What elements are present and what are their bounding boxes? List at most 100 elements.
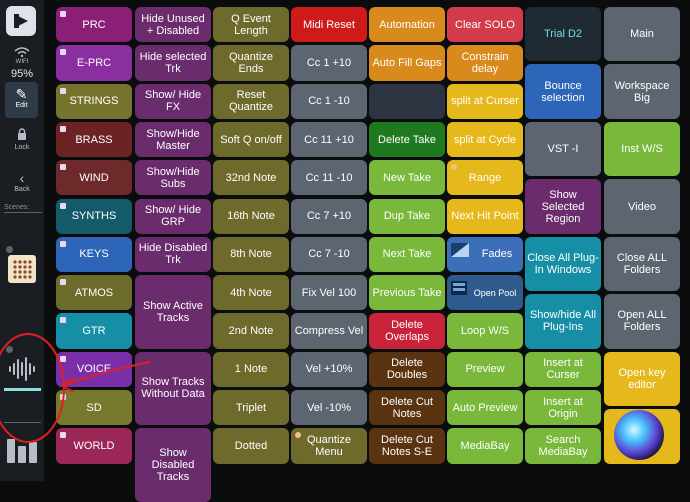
show-hide-fx-button[interactable]: Show/ Hide FX xyxy=(135,83,211,119)
vel-10-button[interactable]: Vel +10% xyxy=(291,351,367,387)
clear-solo-button[interactable]: Clear SOLO xyxy=(447,7,523,43)
split-at-curser-button[interactable]: split at Curser xyxy=(447,83,523,119)
automation-button[interactable]: Automation xyxy=(369,7,445,43)
show-hide-master-button[interactable]: Show/Hide Master xyxy=(135,121,211,158)
show-disabled-tracks-button[interactable]: Show Disabled Tracks xyxy=(135,428,211,502)
workspace-big-button[interactable]: Workspace Big xyxy=(604,64,680,119)
soft-q-on-off-button[interactable]: Soft Q on/off xyxy=(213,121,289,158)
32nd-note-button[interactable]: 32nd Note xyxy=(213,160,289,196)
insert-at-curser-button[interactable]: Insert at Curser xyxy=(525,351,601,387)
button-label: Auto Preview xyxy=(452,401,518,414)
open-key-editor-button[interactable]: Open key editor xyxy=(604,351,680,407)
fades-button[interactable]: Fades xyxy=(447,236,523,273)
8th-note-button[interactable]: 8th Note xyxy=(213,236,289,273)
bounce-selection-button[interactable]: Bounce selection xyxy=(525,64,601,119)
cc-7-10-button[interactable]: Cc 7 +10 xyxy=(291,198,367,234)
cc-1-10-button[interactable]: Cc 1 -10 xyxy=(291,83,367,119)
auto-preview-button[interactable]: Auto Preview xyxy=(447,390,523,426)
button-label: Compress Vel xyxy=(294,325,364,338)
auto-fill-gaps-button[interactable]: Auto Fill Gaps xyxy=(369,45,445,81)
edit-button[interactable]: ✎ Edit xyxy=(5,82,38,118)
show-hide-grp-button[interactable]: Show/ Hide GRP xyxy=(135,198,211,234)
sd-button[interactable]: SD xyxy=(56,390,132,426)
keys-button[interactable]: KEYS xyxy=(56,236,132,273)
cc-11-10-button[interactable]: Cc 11 -10 xyxy=(291,160,367,196)
delete-overlaps-button[interactable]: Delete Overlaps xyxy=(369,313,445,349)
fix-vel-100-button[interactable]: Fix Vel 100 xyxy=(291,275,367,311)
vel-10-button[interactable]: Vel -10% xyxy=(291,390,367,426)
cc-7-10-button[interactable]: Cc 7 -10 xyxy=(291,236,367,273)
siri-orb-icon[interactable] xyxy=(614,410,664,460)
new-take-button[interactable]: New Take xyxy=(369,160,445,196)
open-all-folders-button[interactable]: Open ALL Folders xyxy=(604,294,680,349)
midi-reset-button[interactable]: Midi Reset xyxy=(291,7,367,43)
waveform-scene-button[interactable] xyxy=(6,355,38,383)
main-button[interactable]: Main xyxy=(604,7,680,62)
quantize-ends-button[interactable]: Quantize Ends xyxy=(213,45,289,81)
hide-unused-disabled-button[interactable]: Hide Unused + Disabled xyxy=(135,7,211,43)
vst-i-button[interactable]: VST -I xyxy=(525,121,601,177)
mixer-scene-button[interactable] xyxy=(6,436,38,464)
gtr-button[interactable]: GTR xyxy=(56,313,132,349)
hide-disabled-trk-button[interactable]: Hide Disabled Trk xyxy=(135,236,211,273)
dotted-button[interactable]: Dotted xyxy=(213,428,289,464)
q-event-length-button[interactable]: Q Event Length xyxy=(213,7,289,43)
strings-button[interactable]: STRINGS xyxy=(56,83,132,119)
voice-button[interactable]: VOICE xyxy=(56,351,132,387)
show-hide-subs-button[interactable]: Show/Hide Subs xyxy=(135,160,211,196)
atmos-button[interactable]: ATMOS xyxy=(56,275,132,311)
compress-vel-button[interactable]: Compress Vel xyxy=(291,313,367,349)
next-hit-point-button[interactable]: Next Hit Point xyxy=(447,198,523,234)
e-prc-button[interactable]: E-PRC xyxy=(56,45,132,81)
mediabay-button[interactable]: MediaBay xyxy=(447,428,523,464)
trial-d2-button[interactable]: Trial D2 xyxy=(525,7,601,62)
cc-1-10-button[interactable]: Cc 1 +10 xyxy=(291,45,367,81)
button-label: Q Event Length xyxy=(231,12,271,37)
delete-doubles-button[interactable]: Delete Doubles xyxy=(369,351,445,387)
show-hide-all-plug-ins-button[interactable]: Show/hide All Plug-Ins xyxy=(525,294,601,349)
open-pool-button[interactable]: Open Pool xyxy=(447,275,523,311)
quantize-menu-button[interactable]: Quantize Menu xyxy=(291,428,367,464)
preview-button[interactable]: Preview xyxy=(447,351,523,387)
1-note-button[interactable]: 1 Note xyxy=(213,351,289,387)
back-button[interactable]: ‹ Back xyxy=(0,170,44,193)
prc-button[interactable]: PRC xyxy=(56,7,132,43)
wind-button[interactable]: WIND xyxy=(56,160,132,196)
lock-button[interactable]: Lock xyxy=(0,128,44,151)
constrain-delay-button[interactable]: Constrain delay xyxy=(447,45,523,81)
16th-note-button[interactable]: 16th Note xyxy=(213,198,289,234)
inst-w-s-button[interactable]: Inst W/S xyxy=(604,121,680,177)
show-selected-region-button[interactable]: Show Selected Region xyxy=(525,179,601,234)
hide-selected-trk-button[interactable]: Hide selected Trk xyxy=(135,45,211,81)
close-all-plug-in-windows-button[interactable]: Close All Plug-In Windows xyxy=(525,236,601,292)
search-mediabay-button[interactable]: Search MediaBay xyxy=(525,428,601,464)
dup-take-button[interactable]: Dup Take xyxy=(369,198,445,234)
4th-note-button[interactable]: 4th Note xyxy=(213,275,289,311)
delete-take-button[interactable]: Delete Take xyxy=(369,121,445,158)
app-logo-button[interactable] xyxy=(6,6,36,36)
button-label: Delete Overlaps xyxy=(384,319,430,344)
blank-button[interactable] xyxy=(369,83,445,119)
world-button[interactable]: WORLD xyxy=(56,428,132,464)
split-at-cycle-button[interactable]: split at Cycle xyxy=(447,121,523,158)
delete-cut-notes-s-e-button[interactable]: Delete Cut Notes S-E xyxy=(369,428,445,464)
button-label: 8th Note xyxy=(230,248,272,261)
show-active-tracks-button[interactable]: Show Active Tracks xyxy=(135,275,211,349)
brass-button[interactable]: BRASS xyxy=(56,121,132,158)
delete-cut-notes-button[interactable]: Delete Cut Notes xyxy=(369,390,445,426)
next-take-button[interactable]: Next Take xyxy=(369,236,445,273)
cc-11-10-button[interactable]: Cc 11 +10 xyxy=(291,121,367,158)
previous-take-button[interactable]: Previous Take xyxy=(369,275,445,311)
show-tracks-without-data-button[interactable]: Show Tracks Without Data xyxy=(135,351,211,426)
video-button[interactable]: Video xyxy=(604,179,680,234)
marker-icon xyxy=(60,432,66,439)
reset-quantize-button[interactable]: Reset Quantize xyxy=(213,83,289,119)
triplet-button[interactable]: Triplet xyxy=(213,390,289,426)
2nd-note-button[interactable]: 2nd Note xyxy=(213,313,289,349)
insert-at-origin-button[interactable]: Insert at Origin xyxy=(525,390,601,426)
range-button[interactable]: Range xyxy=(447,160,523,196)
loop-w-s-button[interactable]: Loop W/S xyxy=(447,313,523,349)
scene-keypad-button[interactable] xyxy=(8,255,36,283)
close-all-folders-button[interactable]: Close ALL Folders xyxy=(604,236,680,292)
synths-button[interactable]: SYNTHS xyxy=(56,198,132,234)
